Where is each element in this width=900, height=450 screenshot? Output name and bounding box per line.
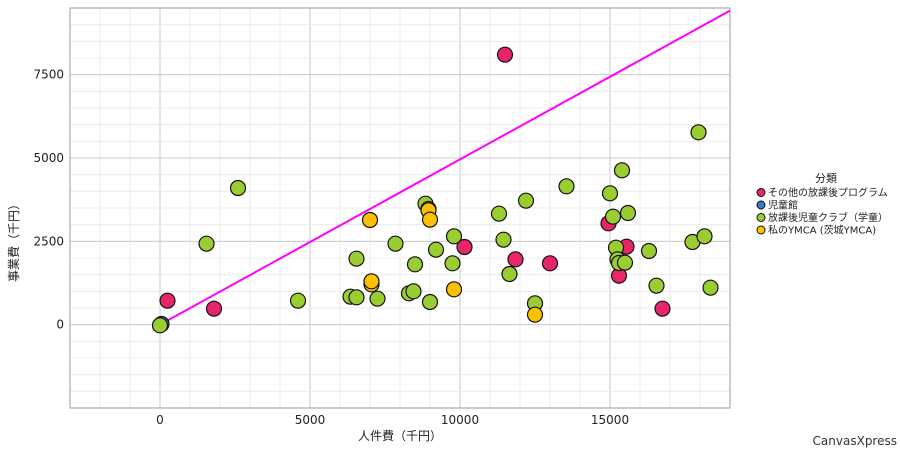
legend-entry-label: 放課後児童クラブ（学童） [768, 211, 888, 224]
data-point [387, 235, 404, 252]
data-point [369, 290, 386, 307]
data-point [526, 306, 544, 323]
data-point [616, 254, 634, 271]
data-point [495, 231, 512, 248]
data-point [229, 179, 247, 197]
data-point [151, 317, 169, 334]
data-point [361, 211, 379, 229]
data-point [604, 208, 622, 225]
data-point [490, 205, 508, 222]
x-tick-label: 15000 [591, 413, 629, 427]
data-point [648, 277, 665, 294]
legend-swatch [756, 188, 766, 197]
y-axis-label: 事業費（千円） [6, 198, 21, 282]
legend-swatch [756, 200, 766, 210]
x-axis-label: 人件費（千円） [358, 428, 442, 443]
trend-line-group [159, 9, 731, 326]
canvasxpress-watermark: CanvasXpress [813, 434, 897, 448]
y-tick-label: 2500 [33, 234, 64, 248]
series-3 [361, 200, 544, 323]
legend-title: 分類 [815, 172, 837, 185]
data-point [619, 204, 637, 222]
legend-entry-label: 児童館 [768, 199, 798, 212]
data-point [456, 238, 473, 256]
data-point [405, 283, 422, 300]
data-point [205, 300, 223, 317]
data-point [640, 242, 658, 260]
data-point [613, 162, 631, 179]
y-tick-label: 5000 [33, 151, 64, 165]
data-point [427, 241, 445, 258]
data-point [445, 281, 463, 298]
data-point [348, 250, 365, 267]
data-point [444, 255, 461, 272]
data-point [601, 185, 619, 202]
data-point [289, 292, 307, 309]
data-point [702, 279, 719, 296]
data-point [421, 211, 439, 228]
legend-swatch [756, 225, 766, 235]
data-point [501, 265, 518, 283]
data-point [348, 289, 365, 306]
data-point [421, 293, 439, 311]
data-point [654, 300, 671, 317]
legend-swatch [756, 213, 766, 222]
data-point [690, 124, 707, 141]
series-2 [151, 124, 719, 334]
legend-entry-label: その他の放課後プログラム [768, 186, 888, 199]
data-point [363, 273, 380, 290]
y-tick-label: 0 [56, 318, 64, 332]
x-tick-label: 0 [156, 413, 164, 427]
x-tick-label: 5000 [295, 413, 326, 427]
series-0 [159, 46, 671, 317]
data-point [696, 228, 713, 245]
data-point [159, 292, 176, 309]
data-point [406, 256, 424, 273]
x-tick-label: 10000 [441, 413, 479, 427]
trend-line [159, 9, 731, 326]
y-tick-label: 7500 [33, 68, 64, 82]
plot-frame [69, 7, 731, 409]
data-point [541, 255, 559, 272]
data-point [496, 46, 514, 63]
data-point [517, 192, 535, 209]
data-point [558, 178, 575, 195]
data-point [198, 235, 215, 252]
tick-labels: 0 5000 10000 15000 0 2500 5000 7500 [33, 68, 629, 427]
data-points [151, 46, 719, 334]
data-point [507, 251, 524, 268]
data-point [445, 228, 463, 245]
legend-entry-label: 私のYMCA (茨城YMCA) [768, 224, 876, 237]
